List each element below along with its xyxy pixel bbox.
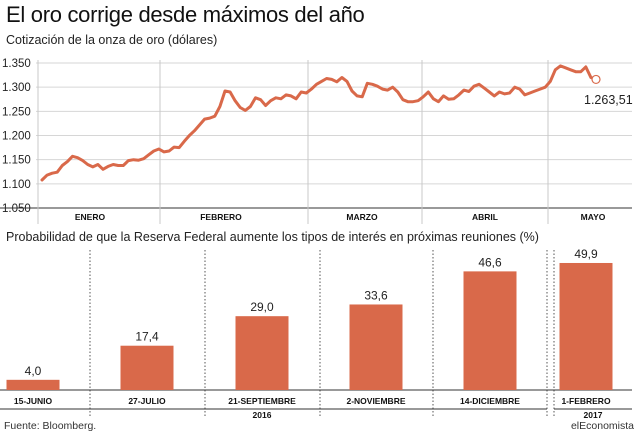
bar-chart-subtitle: Probabilidad de que la Reserva Federal a… <box>6 230 539 244</box>
bar-value-label: 46,6 <box>478 255 502 269</box>
bar-value-label: 33,6 <box>364 288 388 302</box>
month-label: MARZO <box>346 212 378 222</box>
bar-category-label: 15-JUNIO <box>14 396 53 406</box>
last-value-marker <box>591 74 601 85</box>
brand-logo: elEconomista <box>570 420 634 432</box>
y-tick-label: 1.350 <box>2 58 31 70</box>
last-value-label: 1.263,51 <box>584 93 633 107</box>
source-note: Fuente: Bloomberg. <box>4 420 97 432</box>
bar-category-label: 2-NOVIEMBRE <box>346 396 405 406</box>
year-label-2016: 2016 <box>253 410 272 420</box>
month-label: ABRIL <box>472 212 498 222</box>
bar-category-label: 27-JULIO <box>128 396 166 406</box>
chart-title: El oro corrige desde máximos del año <box>6 2 365 27</box>
year-label-2017: 2017 <box>584 410 603 420</box>
y-tick-label: 1.150 <box>2 155 31 167</box>
month-label: MAYO <box>581 212 606 222</box>
bar-value-label: 29,0 <box>250 300 274 314</box>
month-label: FEBRERO <box>200 212 242 222</box>
y-tick-label: 1.100 <box>2 179 31 191</box>
gold-price-line-chart: 1.050 1.100 1.150 1.200 1.250 1.300 1.350 ENERO… <box>0 58 633 224</box>
bar-value-label: 4,0 <box>25 364 42 378</box>
bar-category-label: 21-SEPTIEMBRE <box>228 396 296 406</box>
probability-bar <box>349 304 403 390</box>
line-chart-subtitle: Cotización de la onza de oro (dólares) <box>6 33 218 47</box>
y-tick-label: 1.250 <box>2 106 31 118</box>
gold-price-series <box>40 64 598 182</box>
y-tick-label: 1.200 <box>2 131 31 143</box>
month-label: ENERO <box>75 212 106 222</box>
bar-value-label: 17,4 <box>135 330 159 344</box>
probability-bar <box>235 316 289 390</box>
bar-category-label: 14-DICIEMBRE <box>460 396 520 406</box>
probability-bar <box>6 379 60 390</box>
bar-category-label: 1-FEBRERO <box>561 396 611 406</box>
y-tick-label: 1.300 <box>2 82 31 94</box>
bar-value-label: 49,9 <box>574 247 598 261</box>
probability-bar <box>559 262 613 390</box>
probability-bar <box>463 271 517 390</box>
y-tick-label: 1.050 <box>2 203 31 215</box>
probability-bar <box>120 345 174 390</box>
